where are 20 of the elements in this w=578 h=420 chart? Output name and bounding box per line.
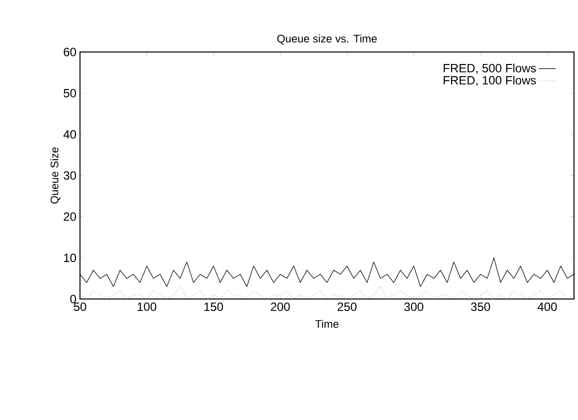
- x-tick-label: 50: [74, 302, 86, 311]
- x-tick-label: 350: [471, 302, 490, 311]
- x-tick-label: 200: [270, 302, 290, 311]
- legend-label: FRED, 100 Flows: [444, 76, 536, 86]
- x-tick-label: 400: [538, 302, 557, 311]
- x-tick-label: 100: [138, 302, 156, 311]
- y-tick-label: 50: [64, 88, 76, 98]
- y-tick-label: 60: [64, 48, 76, 56]
- x-tick-label: 300: [404, 302, 424, 311]
- x-axis-title: Time: [315, 320, 338, 328]
- y-axis-title: Queue Size: [50, 147, 60, 204]
- x-tick-label: 150: [204, 302, 224, 311]
- y-tick-label: 40: [63, 130, 76, 139]
- y-tick-label: 20: [64, 212, 76, 221]
- y-tick-label: 0: [70, 294, 76, 304]
- legend-label: FRED, 500 Flows: [444, 64, 536, 74]
- y-tick-label: 10: [64, 254, 76, 262]
- x-tick-label: 250: [338, 302, 357, 311]
- chart-title: Queue size vs. Time: [277, 34, 377, 44]
- y-tick-label: 30: [64, 171, 76, 180]
